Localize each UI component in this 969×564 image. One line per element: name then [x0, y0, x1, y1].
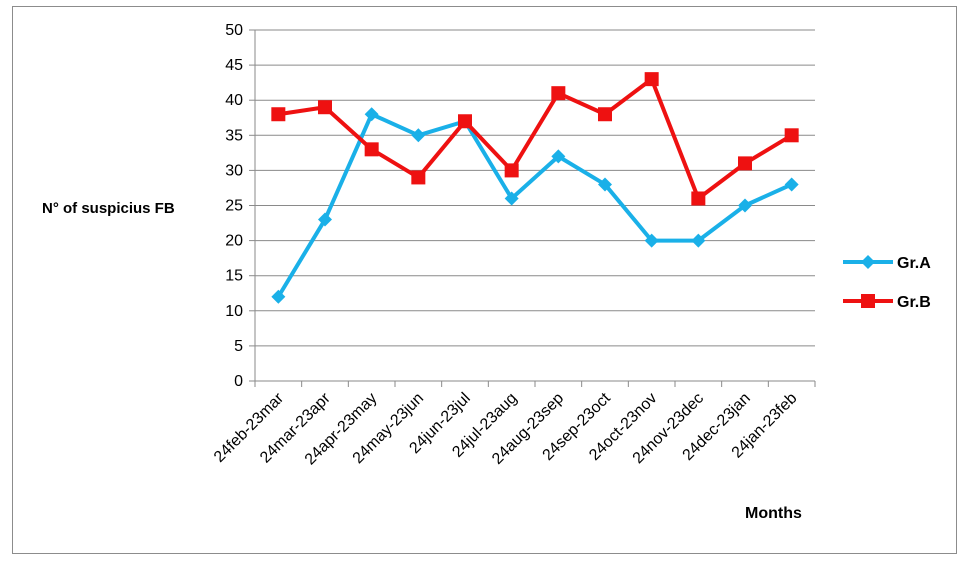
- data-point: [738, 198, 752, 213]
- data-point: [271, 289, 286, 304]
- data-point: [271, 107, 286, 122]
- data-point: [504, 163, 519, 178]
- series-markers: [271, 72, 799, 304]
- legend-marker: [861, 294, 875, 308]
- data-point: [318, 100, 332, 115]
- series-lines: [276, 77, 793, 298]
- y-tick-label: 20: [225, 233, 243, 250]
- legend-label: Gr.B: [897, 294, 931, 311]
- x-axis-label: Months: [745, 505, 802, 522]
- series-line-gr-a: [276, 112, 793, 298]
- data-point: [784, 128, 799, 143]
- axes: [254, 30, 816, 387]
- y-tick-label: 50: [225, 22, 243, 39]
- data-point: [504, 191, 519, 206]
- legend-marker: [861, 255, 875, 269]
- gridlines: [249, 29, 815, 382]
- y-tick-label: 5: [234, 338, 243, 355]
- y-tick-label: 35: [225, 127, 243, 144]
- data-point: [411, 170, 426, 185]
- data-point: [551, 149, 566, 164]
- data-point: [598, 177, 612, 192]
- data-point: [364, 107, 379, 122]
- y-tick-label: 15: [225, 268, 243, 285]
- data-point: [598, 107, 612, 122]
- data-point: [644, 233, 659, 248]
- y-tick-label: 10: [225, 303, 243, 320]
- data-point: [458, 114, 472, 129]
- data-point: [691, 191, 706, 206]
- data-point: [411, 128, 426, 143]
- data-point: [644, 72, 659, 87]
- data-point: [784, 177, 799, 192]
- legend-label: Gr.A: [897, 255, 931, 272]
- data-point: [738, 156, 752, 171]
- y-tick-label: 25: [225, 198, 243, 215]
- data-point: [318, 212, 332, 227]
- y-tick-labels: 0 5 10 15 20 25 30 35 40 45 50: [225, 22, 243, 390]
- data-point: [551, 86, 566, 101]
- y-tick-label: 0: [234, 373, 243, 390]
- y-tick-label: 30: [225, 162, 243, 179]
- y-tick-label: 40: [225, 92, 243, 109]
- legend: Gr.A Gr.B: [843, 255, 931, 311]
- y-tick-label: 45: [225, 57, 243, 74]
- y-axis-label: N° of suspicius FB: [42, 200, 175, 217]
- x-tick-labels: 24feb-23mar24mar-23apr24apr-23may24may-2…: [211, 389, 801, 468]
- chart-frame: [12, 6, 957, 554]
- data-point: [364, 142, 379, 157]
- data-point: [691, 233, 706, 248]
- series-line-gr-b: [278, 77, 793, 201]
